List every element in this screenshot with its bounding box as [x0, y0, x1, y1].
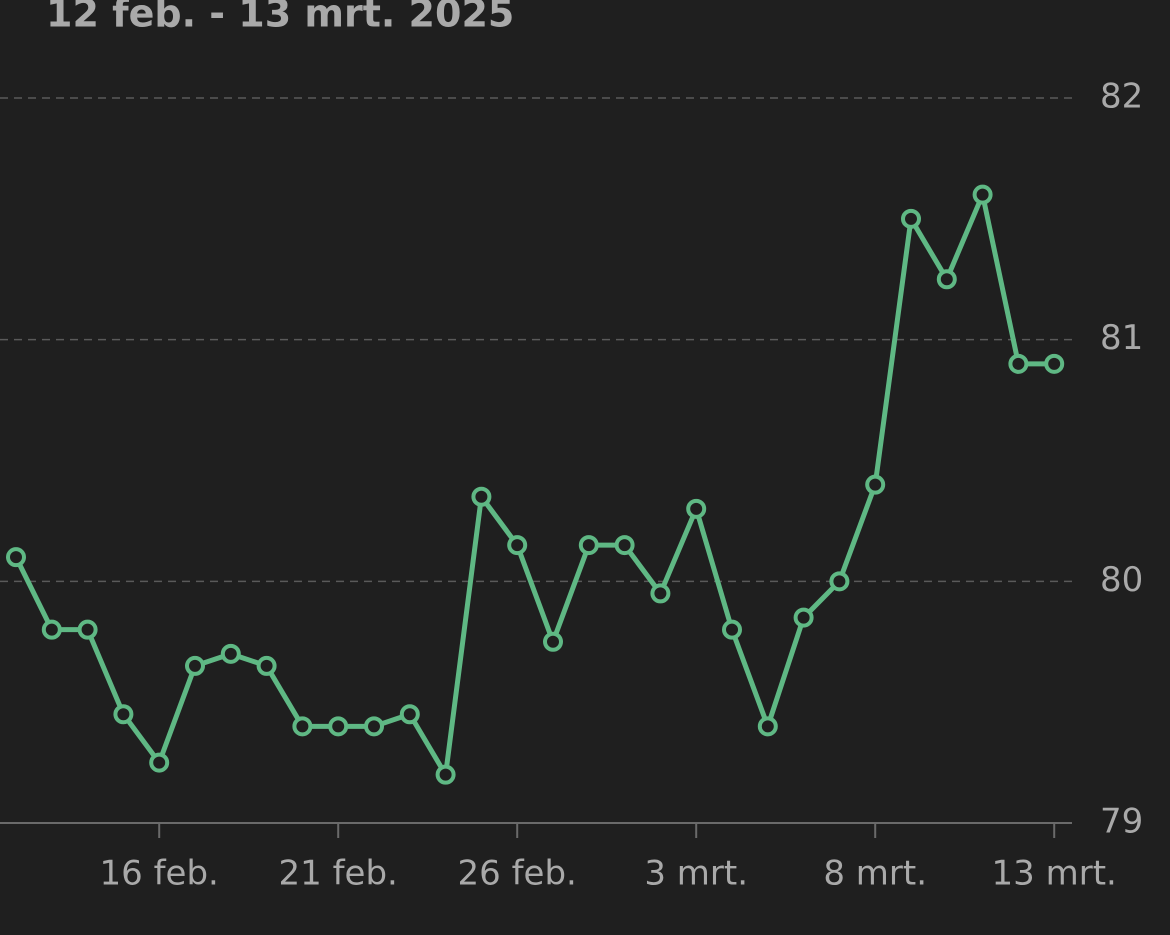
chart-title: 12 feb. - 13 mrt. 2025	[46, 0, 514, 36]
point	[901, 208, 921, 229]
point	[865, 474, 886, 495]
point	[471, 486, 492, 507]
point	[614, 535, 635, 556]
point	[399, 704, 420, 725]
x-tick-label: 3 mrt.	[644, 854, 748, 894]
point	[328, 716, 349, 737]
x-tick-label: 13 mrt.	[992, 854, 1117, 894]
point	[77, 619, 98, 640]
x-tick-label: 16 feb.	[100, 854, 219, 894]
point	[113, 704, 134, 725]
y-tick-label: 80	[1100, 560, 1143, 600]
point	[292, 716, 313, 737]
point	[757, 716, 778, 737]
point	[793, 607, 814, 628]
point	[722, 619, 742, 640]
point	[650, 583, 671, 604]
point	[149, 752, 170, 773]
point	[936, 269, 957, 290]
point	[435, 764, 456, 785]
point	[256, 655, 277, 676]
point	[972, 184, 993, 205]
y-tick-label: 79	[1100, 802, 1143, 842]
point	[543, 631, 563, 652]
point	[578, 535, 599, 556]
line	[13, 192, 1055, 778]
point	[507, 535, 528, 556]
point	[1008, 353, 1029, 374]
point	[1044, 353, 1065, 374]
x-tick-label: 8 mrt.	[823, 854, 927, 894]
x-tick-label: 26 feb.	[458, 854, 577, 894]
point	[686, 498, 707, 519]
point	[829, 571, 850, 592]
point	[185, 655, 205, 676]
y-tick-label: 81	[1100, 318, 1143, 358]
x-tick-label: 21 feb.	[279, 854, 398, 894]
point	[364, 716, 384, 737]
point	[220, 643, 241, 664]
y-tick-label: 82	[1100, 77, 1143, 117]
point	[41, 619, 62, 640]
point	[6, 547, 26, 568]
